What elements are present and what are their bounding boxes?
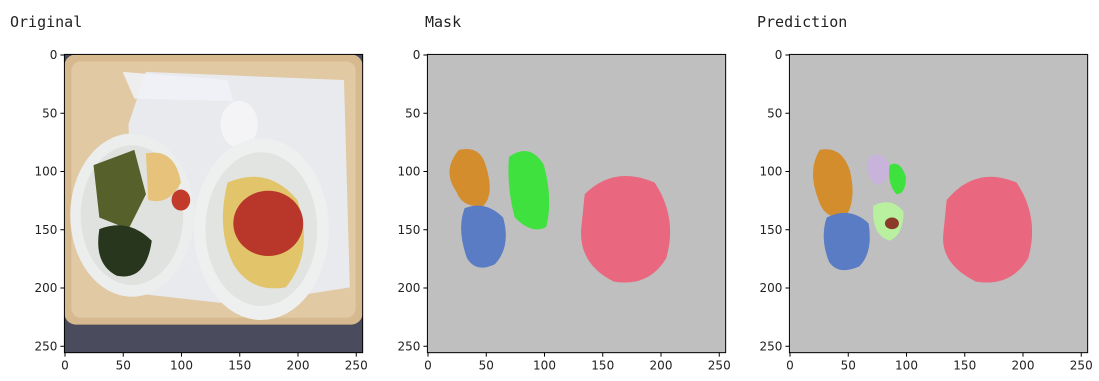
x-tick-label: 100 xyxy=(895,359,918,373)
y-tick-label: 0 xyxy=(50,48,58,62)
y-tick-label: 150 xyxy=(35,223,58,237)
y-tick-label: 100 xyxy=(35,165,58,179)
y-tick-label: 100 xyxy=(760,165,783,179)
y-tick-label: 200 xyxy=(35,281,58,295)
x-tick-label: 50 xyxy=(841,359,856,373)
x-tick-label: 150 xyxy=(953,359,976,373)
y-tick-label: 0 xyxy=(413,48,421,62)
panel-title: Mask xyxy=(425,13,461,31)
panel-title: Prediction xyxy=(757,13,847,31)
y-tick-label: 0 xyxy=(775,48,783,62)
y-tick-label: 100 xyxy=(398,165,421,179)
x-tick-label: 200 xyxy=(287,359,310,373)
notebook-output: Original050100150200250050100150200250Ma… xyxy=(0,0,1099,381)
x-tick-label: 250 xyxy=(708,359,731,373)
x-tick-label: 150 xyxy=(228,359,251,373)
x-tick-label: 100 xyxy=(170,359,193,373)
y-tick-label: 150 xyxy=(398,223,421,237)
x-tick-label: 100 xyxy=(533,359,556,373)
panel-title: Original xyxy=(10,13,82,31)
y-tick-label: 50 xyxy=(767,106,782,120)
x-tick-label: 50 xyxy=(479,359,494,373)
x-tick-label: 0 xyxy=(61,359,69,373)
x-tick-label: 200 xyxy=(650,359,673,373)
x-tick-label: 250 xyxy=(1070,359,1093,373)
x-tick-label: 50 xyxy=(116,359,131,373)
y-tick-label: 50 xyxy=(405,106,420,120)
x-tick-label: 200 xyxy=(1012,359,1035,373)
x-tick-label: 150 xyxy=(591,359,614,373)
y-tick-label: 200 xyxy=(398,281,421,295)
y-tick-label: 250 xyxy=(760,339,783,353)
y-tick-label: 50 xyxy=(42,106,57,120)
original-image xyxy=(64,54,362,352)
x-tick-label: 250 xyxy=(345,359,368,373)
x-tick-label: 0 xyxy=(424,359,432,373)
y-tick-label: 250 xyxy=(35,339,58,353)
mask-image xyxy=(427,54,725,352)
x-tick-label: 0 xyxy=(786,359,794,373)
y-tick-label: 200 xyxy=(760,281,783,295)
y-tick-label: 150 xyxy=(760,223,783,237)
y-tick-label: 250 xyxy=(398,339,421,353)
prediction-image xyxy=(789,54,1087,352)
